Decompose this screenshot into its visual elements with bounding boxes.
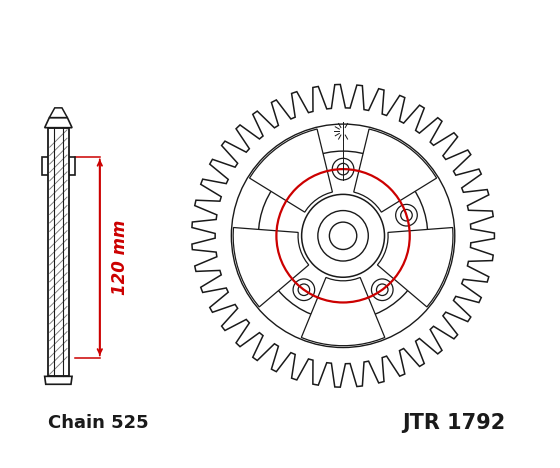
Circle shape bbox=[332, 158, 354, 180]
Circle shape bbox=[337, 163, 349, 175]
Circle shape bbox=[298, 284, 310, 295]
Circle shape bbox=[231, 124, 455, 348]
Circle shape bbox=[318, 211, 368, 261]
Text: 120 mm: 120 mm bbox=[111, 220, 129, 295]
Circle shape bbox=[396, 205, 417, 226]
Circle shape bbox=[401, 210, 412, 221]
Polygon shape bbox=[42, 156, 75, 175]
Polygon shape bbox=[45, 117, 72, 128]
Polygon shape bbox=[48, 128, 69, 376]
Circle shape bbox=[329, 222, 357, 249]
Polygon shape bbox=[377, 227, 453, 307]
Text: JTR 1792: JTR 1792 bbox=[402, 413, 505, 433]
Polygon shape bbox=[354, 129, 437, 212]
Circle shape bbox=[376, 284, 388, 295]
Circle shape bbox=[302, 194, 385, 277]
Polygon shape bbox=[45, 376, 72, 384]
Circle shape bbox=[293, 279, 315, 300]
Circle shape bbox=[371, 279, 393, 300]
Polygon shape bbox=[192, 84, 494, 387]
Polygon shape bbox=[233, 227, 309, 307]
Polygon shape bbox=[49, 108, 67, 117]
Text: Chain 525: Chain 525 bbox=[48, 414, 148, 432]
Text: 140 mm: 140 mm bbox=[350, 243, 426, 261]
Polygon shape bbox=[250, 129, 333, 212]
Text: 10.5: 10.5 bbox=[354, 153, 382, 166]
Polygon shape bbox=[301, 278, 385, 346]
Circle shape bbox=[258, 151, 428, 321]
